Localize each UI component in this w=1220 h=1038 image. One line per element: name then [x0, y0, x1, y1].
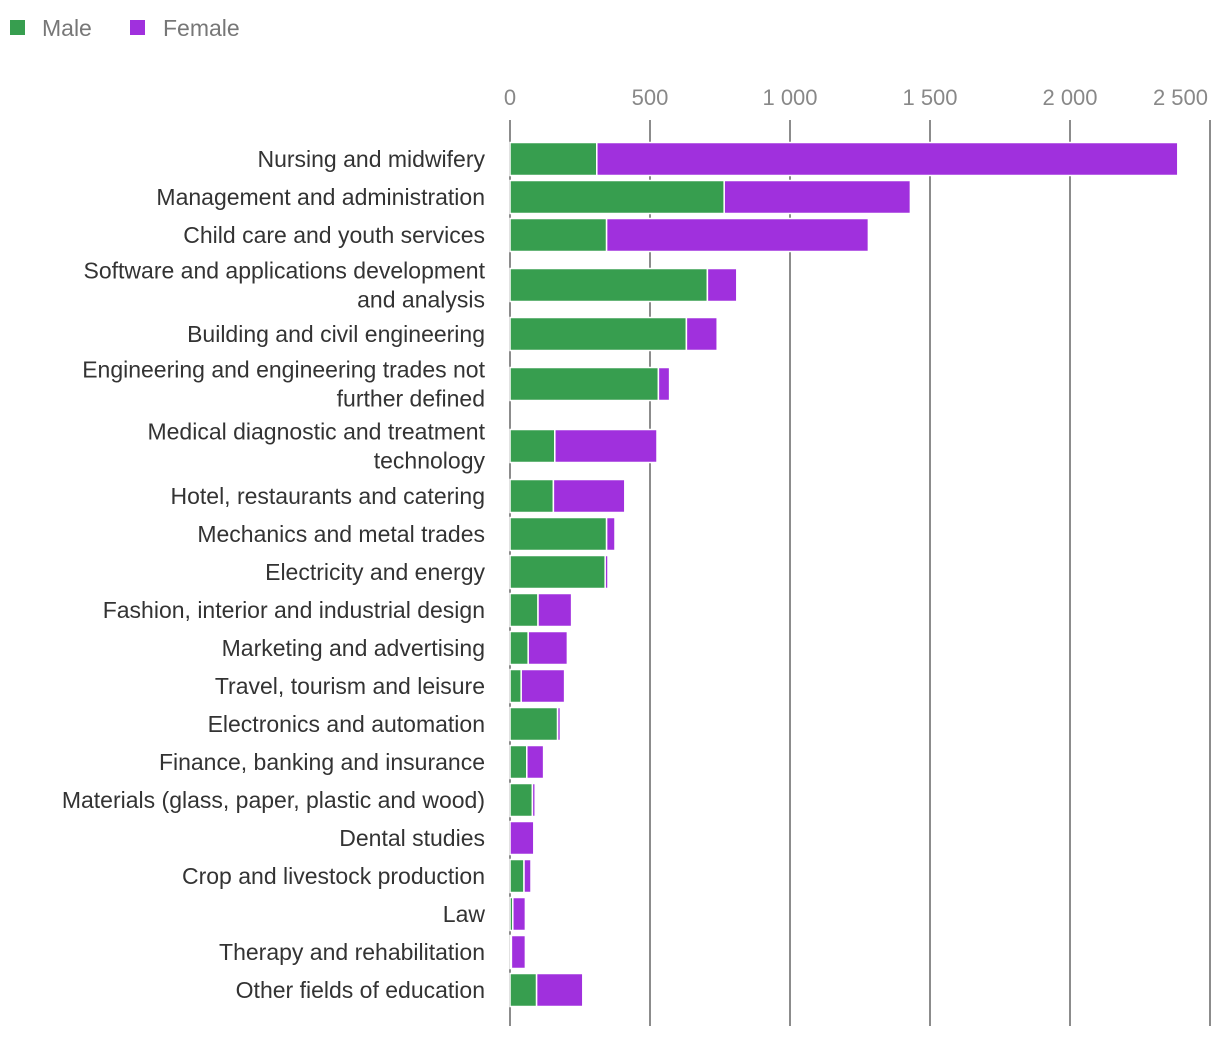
category-label-engineering-and-engineering-trades-not-further-defined-line-2: further defined — [337, 386, 485, 412]
bar-male-electronics-and-automation — [509, 706, 559, 742]
legend-swatch-female — [130, 20, 145, 35]
bar-male-fashion-interior-and-industrial-design — [509, 592, 539, 628]
bar-female-electronics-and-automation — [556, 706, 562, 742]
bar-male-management-and-administration — [509, 179, 725, 215]
category-label-dental-studies: Dental studies — [339, 825, 485, 851]
category-label-marketing-and-advertising: Marketing and advertising — [222, 635, 485, 661]
bar-female-other-fields-of-education — [535, 972, 584, 1008]
bars — [509, 141, 1179, 1008]
bar-female-finance-banking-and-insurance — [526, 744, 545, 780]
category-label-child-care-and-youth-services: Child care and youth services — [183, 222, 485, 248]
bar-male-engineering-and-engineering-trades-not-further-defined — [509, 366, 660, 402]
x-tick-label-2500: 2 500 — [1153, 85, 1208, 110]
category-label-crop-and-livestock-production: Crop and livestock production — [182, 863, 485, 889]
bar-male-other-fields-of-education — [509, 972, 538, 1008]
category-label-travel-tourism-and-leisure: Travel, tourism and leisure — [215, 673, 485, 699]
bar-male-materials-glass-paper-plastic-and-wood — [509, 782, 534, 818]
bar-female-child-care-and-youth-services — [605, 217, 870, 253]
bar-female-marketing-and-advertising — [527, 630, 569, 666]
bar-female-nursing-and-midwifery — [596, 141, 1179, 177]
bar-female-travel-tourism-and-leisure — [520, 668, 566, 704]
category-label-other-fields-of-education: Other fields of education — [236, 977, 485, 1003]
category-label-fashion-interior-and-industrial-design: Fashion, interior and industrial design — [103, 597, 485, 623]
category-label-software-and-applications-development-and-analysis-line-1: Software and applications development — [84, 258, 486, 284]
legend: Male Female — [10, 15, 240, 41]
bar-female-dental-studies — [509, 820, 535, 856]
bar-female-medical-diagnostic-and-treatment-technology — [554, 428, 658, 464]
category-label-materials-glass-paper-plastic-and-wood: Materials (glass, paper, plastic and woo… — [62, 787, 485, 813]
bar-female-engineering-and-engineering-trades-not-further-defined — [657, 366, 671, 402]
x-tick-label-1500: 1 500 — [902, 85, 957, 110]
category-labels: Nursing and midwifery Management and admi… — [62, 146, 486, 1003]
bar-female-electricity-and-energy — [604, 554, 609, 590]
bar-female-materials-glass-paper-plastic-and-wood — [531, 782, 536, 818]
category-label-finance-banking-and-insurance: Finance, banking and insurance — [159, 749, 485, 775]
category-label-electronics-and-automation: Electronics and automation — [208, 711, 485, 737]
bar-male-nursing-and-midwifery — [509, 141, 598, 177]
bar-male-electricity-and-energy — [509, 554, 606, 590]
bar-female-management-and-administration — [723, 179, 912, 215]
bar-female-mechanics-and-metal-trades — [605, 516, 616, 552]
gridlines — [509, 120, 1211, 1026]
x-axis-ticks: 0 500 1 000 1 500 2 000 2 500 — [504, 85, 1208, 110]
bar-female-crop-and-livestock-production — [523, 858, 532, 894]
bar-female-hotel-restaurants-and-catering — [552, 478, 626, 514]
category-label-law: Law — [443, 901, 486, 927]
bar-male-child-care-and-youth-services — [509, 217, 608, 253]
bar-female-therapy-and-rehabilitation — [510, 934, 527, 970]
bar-male-medical-diagnostic-and-treatment-technology — [509, 428, 556, 464]
category-label-medical-diagnostic-and-treatment-technology-line-2: technology — [374, 448, 486, 474]
x-tick-label-1000: 1 000 — [762, 85, 817, 110]
bar-male-travel-tourism-and-leisure — [509, 668, 522, 704]
legend-label-female: Female — [163, 15, 240, 41]
bar-male-crop-and-livestock-production — [509, 858, 525, 894]
category-label-mechanics-and-metal-trades: Mechanics and metal trades — [197, 521, 485, 547]
bar-female-building-and-civil-engineering — [685, 316, 718, 352]
x-tick-label-500: 500 — [632, 85, 669, 110]
bar-male-marketing-and-advertising — [509, 630, 529, 666]
bar-female-fashion-interior-and-industrial-design — [537, 592, 573, 628]
bar-male-finance-banking-and-insurance — [509, 744, 528, 780]
x-tick-label-0: 0 — [504, 85, 516, 110]
bar-male-software-and-applications-development-and-analysis — [509, 267, 709, 303]
bar-female-law — [512, 896, 527, 932]
category-label-software-and-applications-development-and-analysis-line-2: and analysis — [357, 287, 485, 313]
category-label-therapy-and-rehabilitation: Therapy and rehabilitation — [219, 939, 485, 965]
category-label-hotel-restaurants-and-catering: Hotel, restaurants and catering — [170, 483, 485, 509]
category-label-electricity-and-energy: Electricity and energy — [265, 559, 485, 585]
x-tick-label-2000: 2 000 — [1042, 85, 1097, 110]
category-label-management-and-administration: Management and administration — [156, 184, 485, 210]
category-label-building-and-civil-engineering: Building and civil engineering — [187, 321, 485, 347]
legend-label-male: Male — [42, 15, 92, 41]
category-label-nursing-and-midwifery: Nursing and midwifery — [257, 146, 485, 172]
bar-female-software-and-applications-development-and-analysis — [706, 267, 738, 303]
bar-male-mechanics-and-metal-trades — [509, 516, 608, 552]
bar-male-hotel-restaurants-and-catering — [509, 478, 555, 514]
legend-swatch-male — [10, 20, 25, 35]
category-label-engineering-and-engineering-trades-not-further-defined-line-1: Engineering and engineering trades not — [82, 357, 485, 383]
category-label-medical-diagnostic-and-treatment-technology-line-1: Medical diagnostic and treatment — [147, 419, 485, 445]
bar-male-building-and-civil-engineering — [509, 316, 688, 352]
